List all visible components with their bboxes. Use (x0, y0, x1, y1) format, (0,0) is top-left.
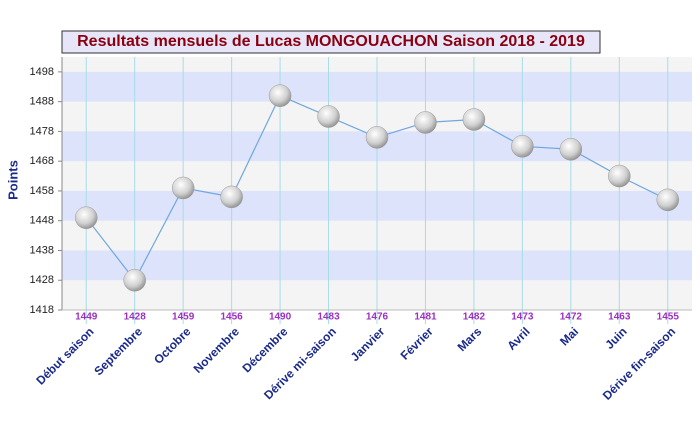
value-label: 1463 (608, 312, 631, 323)
value-label: 1455 (657, 312, 680, 323)
y-tick-label: 1448 (30, 215, 54, 227)
data-point (171, 176, 195, 200)
y-tick-label: 1468 (30, 155, 54, 167)
x-tick-label: Mai (557, 324, 581, 348)
x-tick-label: Octobre (151, 324, 194, 367)
value-label: 1481 (414, 312, 437, 323)
value-label: 1490 (269, 312, 292, 323)
y-tick-label: 1458 (30, 185, 54, 197)
x-tick-label: Janvier (348, 324, 388, 364)
value-label: 1482 (463, 312, 486, 323)
data-point (317, 105, 340, 128)
value-label: 1449 (75, 312, 98, 323)
value-label: 1459 (172, 312, 195, 323)
value-label: 1472 (560, 312, 583, 323)
x-tick-label: Juin (602, 324, 629, 351)
y-axis-label: Points (5, 160, 20, 200)
data-point (123, 268, 146, 292)
data-point (414, 111, 437, 134)
x-tick-label: Mars (455, 324, 485, 354)
x-tick-label: Novembre (191, 324, 243, 376)
chart-title: Resultats mensuels de Lucas MONGOUACHON … (77, 33, 585, 50)
value-label: 1476 (366, 312, 389, 323)
data-point (511, 135, 534, 158)
x-tick-label: Début saison (33, 324, 96, 387)
value-label: 1456 (220, 312, 243, 323)
value-label: 1473 (511, 312, 534, 323)
data-point (365, 126, 389, 149)
y-tick-label: 1438 (30, 244, 54, 256)
title-box (61, 30, 601, 54)
y-tick-label: 1428 (30, 274, 54, 286)
data-point (656, 188, 680, 212)
y-tick-label: 1478 (30, 125, 54, 137)
data-point (220, 185, 243, 209)
data-point (74, 206, 98, 229)
y-tick-label: 1498 (30, 66, 54, 78)
data-point (462, 108, 486, 131)
x-tick-label: Septembre (91, 324, 145, 378)
value-label: 1428 (124, 312, 147, 323)
x-tick-label: Février (398, 324, 436, 362)
data-point (268, 84, 292, 107)
x-tick-label: Avril (504, 324, 532, 352)
data-point (559, 138, 583, 161)
value-label: 1483 (317, 312, 340, 323)
y-tick-label: 1488 (30, 96, 54, 108)
data-point (608, 164, 631, 188)
x-tick-label: Décembre (240, 324, 291, 375)
y-tick-label: 1418 (30, 304, 54, 316)
